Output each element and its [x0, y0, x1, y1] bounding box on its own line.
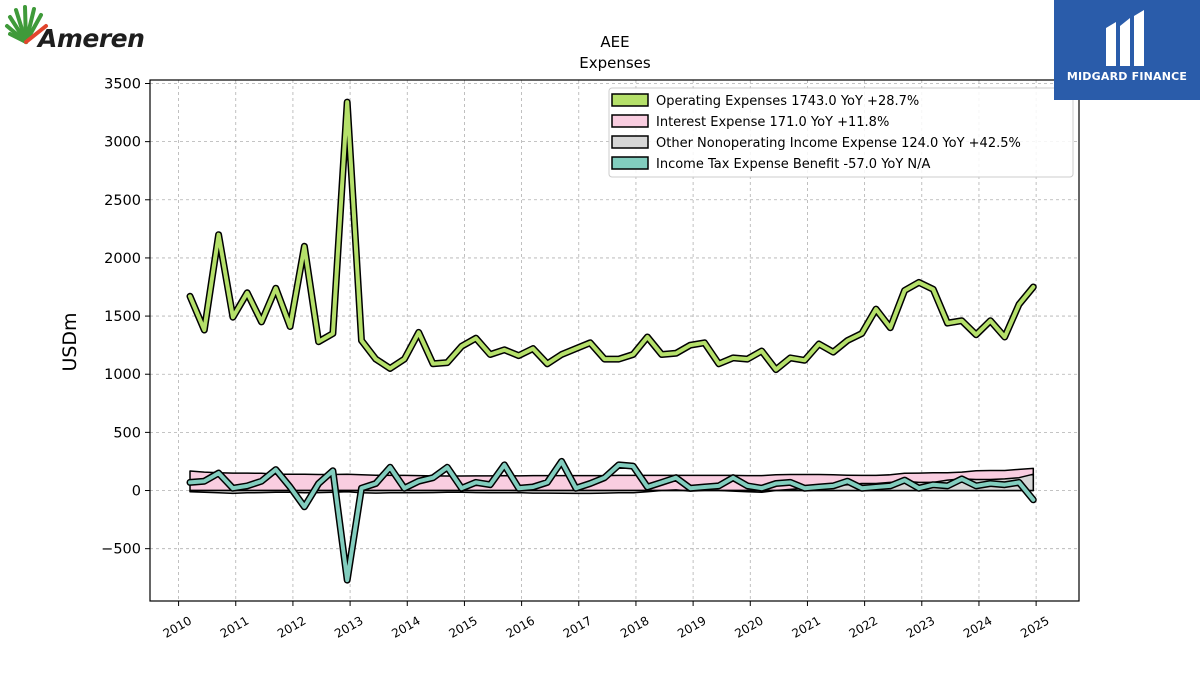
x-tick-label: 2010 [161, 613, 194, 640]
legend-entry: Other Nonoperating Income Expense 124.0 … [656, 136, 1021, 151]
legend-entry: Income Tax Expense Benefit -57.0 YoY N/A [656, 157, 931, 172]
legend-box [608, 87, 1074, 178]
y-axis-label: USDm [59, 312, 81, 371]
y-axis: −500 0 500 1000 1500 2000 2500 3000 3500 [101, 76, 150, 558]
y-tick-label: 500 [113, 425, 141, 441]
ameren-wordmark: Ameren [38, 24, 145, 53]
x-tick-label: 2014 [389, 613, 422, 640]
x-tick-label: 2021 [789, 613, 822, 640]
plot-area [186, 98, 1037, 584]
midgard-finance-logo: MIDGARD FINANCE [1054, 0, 1200, 100]
x-tick-label: 2013 [332, 613, 365, 640]
x-tick-label: 2017 [561, 613, 594, 640]
series-income-tax-expense-benefit-line [188, 459, 1036, 583]
legend-swatch [611, 135, 649, 149]
x-tick-label: 2016 [504, 613, 537, 640]
y-tick-label: 0 [132, 484, 141, 500]
y-tick-label: 1000 [104, 367, 141, 383]
chart-title: AEE [600, 33, 629, 51]
legend-entry: Interest Expense 171.0 YoY +11.8% [656, 115, 889, 130]
legend: Operating Expenses 1743.0 YoY +28.7% Inte… [608, 87, 1074, 178]
midgard-wordmark: MIDGARD FINANCE [1066, 70, 1188, 83]
y-tick-label: 3000 [104, 135, 141, 151]
y-tick-label: 1500 [104, 309, 141, 325]
x-tick-label: 2019 [675, 613, 708, 640]
series-operating-expenses-line [188, 100, 1036, 372]
legend-swatch [611, 156, 649, 170]
x-tick-label: 2022 [847, 613, 880, 640]
x-tick-label: 2012 [275, 613, 308, 640]
x-tick-label: 2020 [732, 613, 765, 640]
x-tick-label: 2024 [961, 613, 994, 640]
y-tick-label: −500 [101, 542, 141, 558]
y-tick-label: 3500 [104, 76, 141, 92]
x-axis: 2010 2011 2012 2013 2014 2015 2016 2017 2018 2019… [161, 601, 1052, 641]
legend-swatch [611, 114, 649, 128]
x-tick-label: 2011 [218, 613, 251, 640]
legend-entry: Operating Expenses 1743.0 YoY +28.7% [656, 94, 919, 109]
x-tick-label: 2015 [446, 613, 479, 640]
sunburst-icon [5, 5, 48, 44]
x-tick-label: 2023 [904, 613, 937, 640]
x-tick-label: 2018 [618, 613, 651, 640]
legend-swatch [611, 93, 649, 107]
ameren-logo: Ameren [4, 4, 145, 56]
y-tick-label: 2500 [104, 193, 141, 209]
chart-subtitle: Expenses [579, 54, 651, 72]
y-tick-label: 2000 [104, 251, 141, 267]
plot-frame [149, 79, 1080, 602]
x-tick-label: 2025 [1018, 613, 1051, 640]
midgard-monogram-icon [1106, 10, 1144, 66]
